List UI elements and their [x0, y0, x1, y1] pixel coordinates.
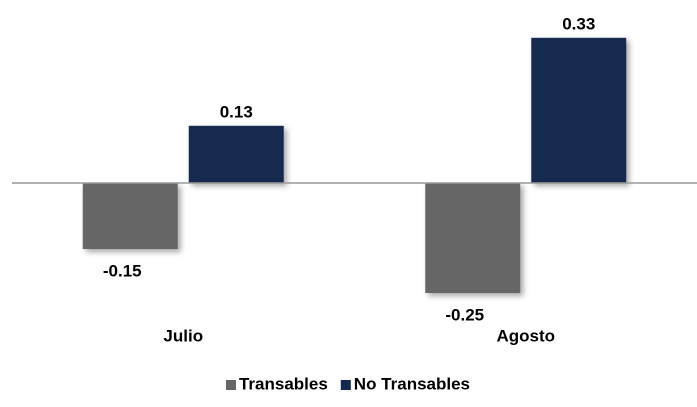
- value-label: -0.15: [103, 261, 142, 280]
- legend-label: No Transables: [354, 374, 470, 393]
- value-label: 0.13: [220, 102, 253, 121]
- bar: [82, 183, 178, 249]
- legend-swatch: [225, 380, 236, 390]
- legend-swatch: [340, 380, 351, 390]
- value-label: 0.33: [562, 14, 595, 33]
- x-tick-label: Julio: [163, 326, 203, 345]
- x-tick-label: Agosto: [496, 326, 555, 345]
- bar: [531, 37, 627, 183]
- legend-label: Transables: [239, 374, 328, 393]
- bar: [425, 183, 521, 293]
- bar: [188, 125, 284, 183]
- value-label: -0.25: [445, 305, 484, 324]
